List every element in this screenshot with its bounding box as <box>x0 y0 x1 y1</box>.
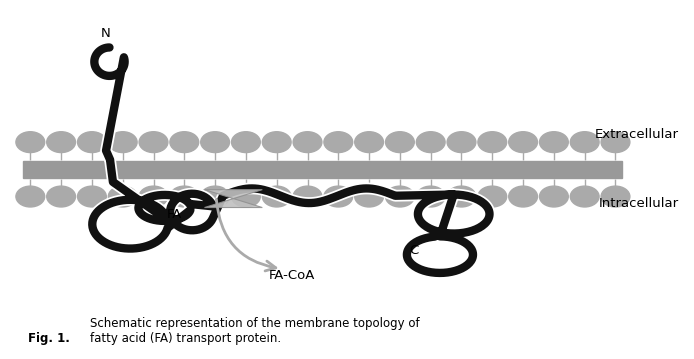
Ellipse shape <box>232 186 260 207</box>
Ellipse shape <box>355 186 384 207</box>
Text: Intracellular: Intracellular <box>599 197 679 210</box>
Ellipse shape <box>447 186 476 207</box>
Ellipse shape <box>262 186 291 207</box>
Ellipse shape <box>201 186 230 207</box>
Text: Fig. 1.: Fig. 1. <box>28 332 69 345</box>
Ellipse shape <box>416 132 445 153</box>
Ellipse shape <box>601 132 630 153</box>
Ellipse shape <box>201 132 230 153</box>
Ellipse shape <box>570 186 599 207</box>
Text: N: N <box>101 27 111 40</box>
Ellipse shape <box>108 186 137 207</box>
Polygon shape <box>205 190 262 208</box>
Ellipse shape <box>170 186 198 207</box>
Ellipse shape <box>539 186 568 207</box>
Text: FA-CoA: FA-CoA <box>269 269 315 282</box>
Text: FA: FA <box>167 208 183 220</box>
Text: Extracellular: Extracellular <box>595 128 679 141</box>
Ellipse shape <box>385 132 414 153</box>
Ellipse shape <box>139 132 168 153</box>
Ellipse shape <box>46 186 76 207</box>
Ellipse shape <box>478 186 507 207</box>
Text: Schematic representation of the membrane topology of
fatty acid (FA) transport p: Schematic representation of the membrane… <box>90 317 420 345</box>
Ellipse shape <box>170 132 198 153</box>
Bar <box>24 161 623 178</box>
Ellipse shape <box>293 132 322 153</box>
Ellipse shape <box>108 132 137 153</box>
Ellipse shape <box>416 186 445 207</box>
Ellipse shape <box>232 132 260 153</box>
Ellipse shape <box>324 186 353 207</box>
Ellipse shape <box>16 186 44 207</box>
Text: C: C <box>409 244 418 257</box>
Ellipse shape <box>570 132 599 153</box>
Ellipse shape <box>293 186 322 207</box>
Ellipse shape <box>447 132 476 153</box>
Ellipse shape <box>539 132 568 153</box>
Ellipse shape <box>324 132 353 153</box>
Ellipse shape <box>601 186 630 207</box>
Ellipse shape <box>385 186 414 207</box>
Ellipse shape <box>262 132 291 153</box>
Ellipse shape <box>478 132 507 153</box>
Ellipse shape <box>78 186 106 207</box>
Ellipse shape <box>78 132 106 153</box>
Ellipse shape <box>509 132 537 153</box>
Ellipse shape <box>355 132 384 153</box>
Ellipse shape <box>509 186 537 207</box>
Ellipse shape <box>16 132 44 153</box>
Ellipse shape <box>46 132 76 153</box>
Ellipse shape <box>139 186 168 207</box>
